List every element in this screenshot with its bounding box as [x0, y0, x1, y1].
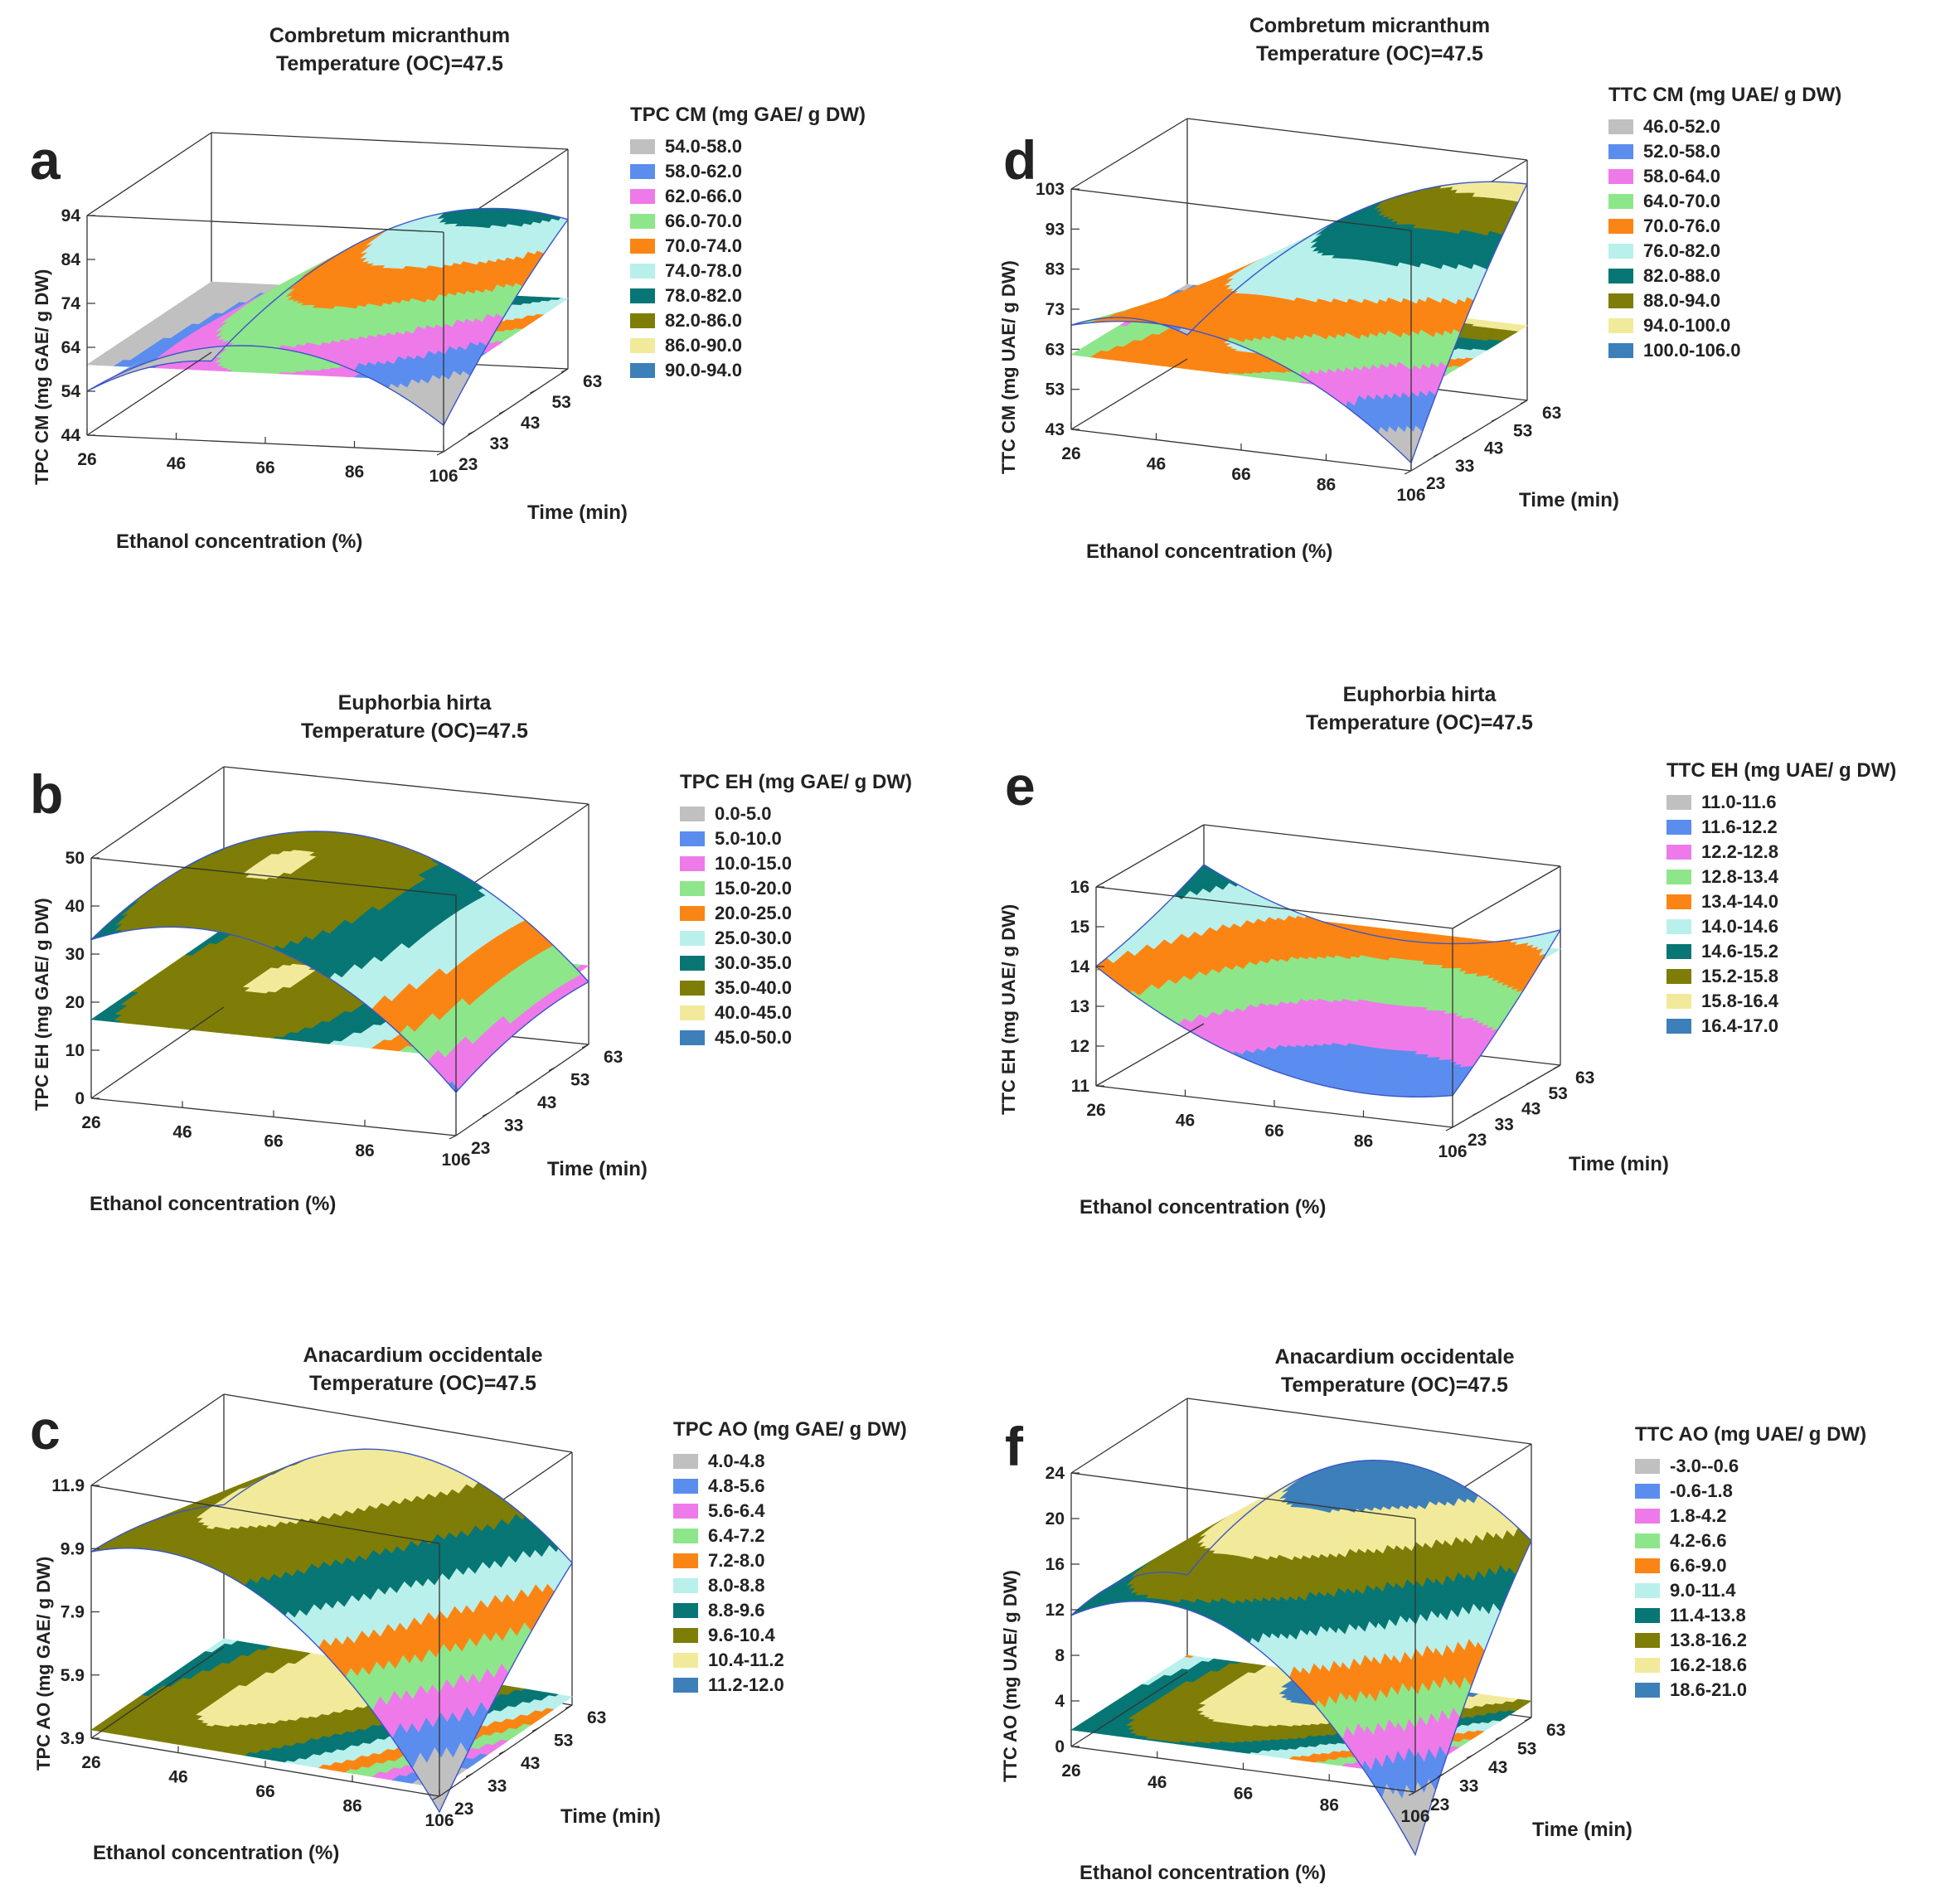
- title-temperature: Temperature (OC)=47.5: [224, 50, 555, 78]
- chart-title: Combretum micranthum Temperature (OC)=47…: [224, 22, 555, 78]
- panel-letter: a: [30, 133, 61, 187]
- box-edge: [86, 132, 212, 216]
- panel-a: Combretum micranthum Temperature (OC)=47…: [0, 0, 980, 634]
- box-edge: [211, 132, 569, 150]
- title-species: Combretum micranthum: [224, 22, 555, 50]
